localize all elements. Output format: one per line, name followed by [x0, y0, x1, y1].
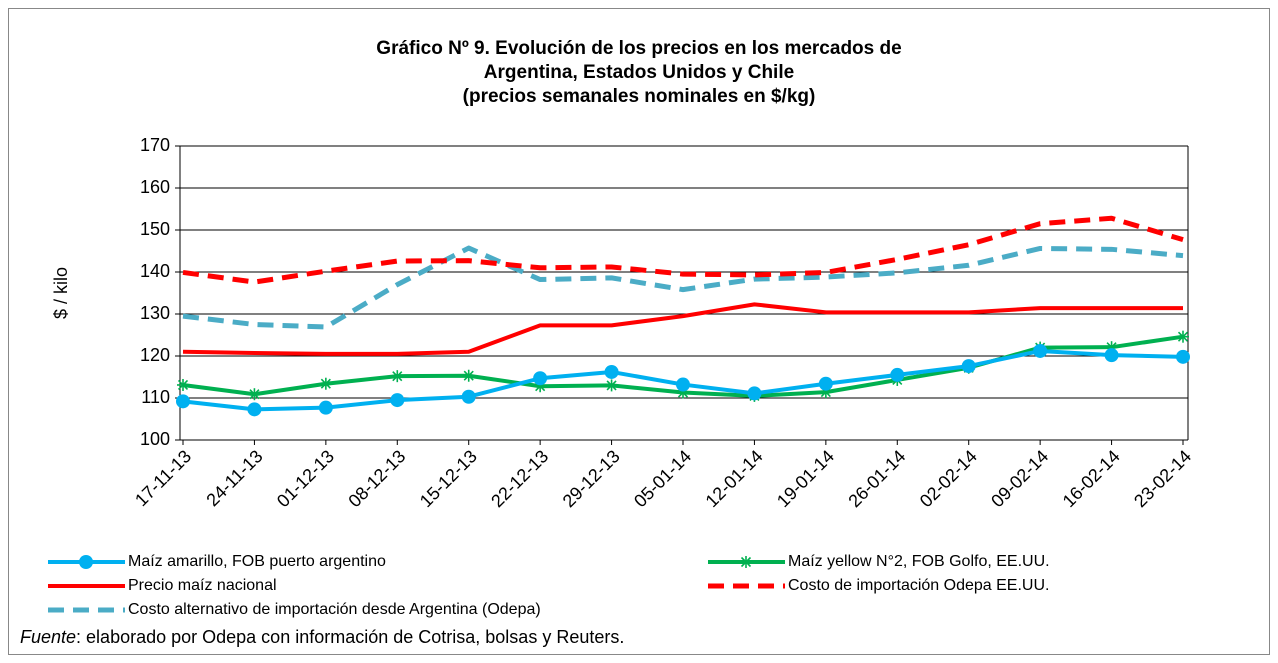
marker [461, 389, 476, 404]
marker [818, 376, 833, 391]
marker [1176, 349, 1190, 364]
y-tick-label: 120 [140, 345, 170, 365]
y-tick-label: 100 [140, 429, 170, 449]
marker-stroke [1177, 331, 1189, 342]
series-line [182, 245, 1184, 330]
y-tick-label: 150 [140, 219, 170, 239]
marker [533, 371, 548, 386]
marker [177, 378, 189, 391]
y-tick-label: 170 [140, 135, 170, 155]
legend-label: Costo alternativo de importación desde A… [128, 601, 541, 618]
y-tick-label: 130 [140, 303, 170, 323]
chart-title: (precios semanales nominales en $/kg) [463, 86, 816, 107]
y-axis-label: $ / kilo [51, 267, 71, 319]
marker-stroke [392, 371, 403, 382]
marker [1104, 348, 1119, 363]
chart-border [8, 8, 1270, 655]
marker [390, 393, 405, 408]
marker [176, 394, 190, 409]
marker [605, 379, 618, 392]
marker-stroke [606, 380, 617, 391]
marker [391, 370, 404, 383]
legend-marker [79, 555, 93, 569]
y-tick-label: 160 [140, 177, 170, 197]
marker [247, 402, 262, 417]
source-text: : elaborado por Odepa con información de… [76, 627, 624, 647]
source-note: Fuente: elaborado por Odepa con informac… [20, 627, 624, 647]
y-tick-label: 110 [141, 387, 170, 407]
marker [740, 556, 752, 568]
legend-label: Maíz amarillo, FOB puerto argentino [128, 553, 386, 570]
legend-label: Costo de importación Odepa EE.UU. [788, 577, 1049, 594]
legend-label: Maíz yellow N°2, FOB Golfo, EE.UU. [788, 553, 1050, 570]
series-line [182, 302, 1183, 356]
marker [747, 386, 762, 401]
marker [676, 377, 690, 392]
marker [248, 388, 261, 401]
marker [462, 369, 475, 382]
marker [1033, 343, 1048, 358]
marker [318, 400, 333, 415]
marker-stroke [249, 389, 260, 400]
marker [961, 359, 976, 374]
marker [890, 367, 905, 382]
y-tick-label: 140 [140, 261, 170, 281]
marker-stroke [320, 378, 331, 389]
marker-stroke [177, 379, 189, 391]
chart-title: Gráfico Nº 9. Evolución de los precios e… [376, 38, 901, 59]
marker-stroke [740, 556, 752, 568]
legend-label: Precio maíz nacional [128, 577, 277, 594]
chart-title: Argentina, Estados Unidos y Chile [484, 62, 794, 83]
marker [604, 364, 619, 379]
marker-stroke [463, 370, 474, 381]
source-label: Fuente [20, 627, 76, 647]
series-line [182, 215, 1184, 285]
marker [1177, 330, 1189, 343]
marker [319, 377, 332, 390]
